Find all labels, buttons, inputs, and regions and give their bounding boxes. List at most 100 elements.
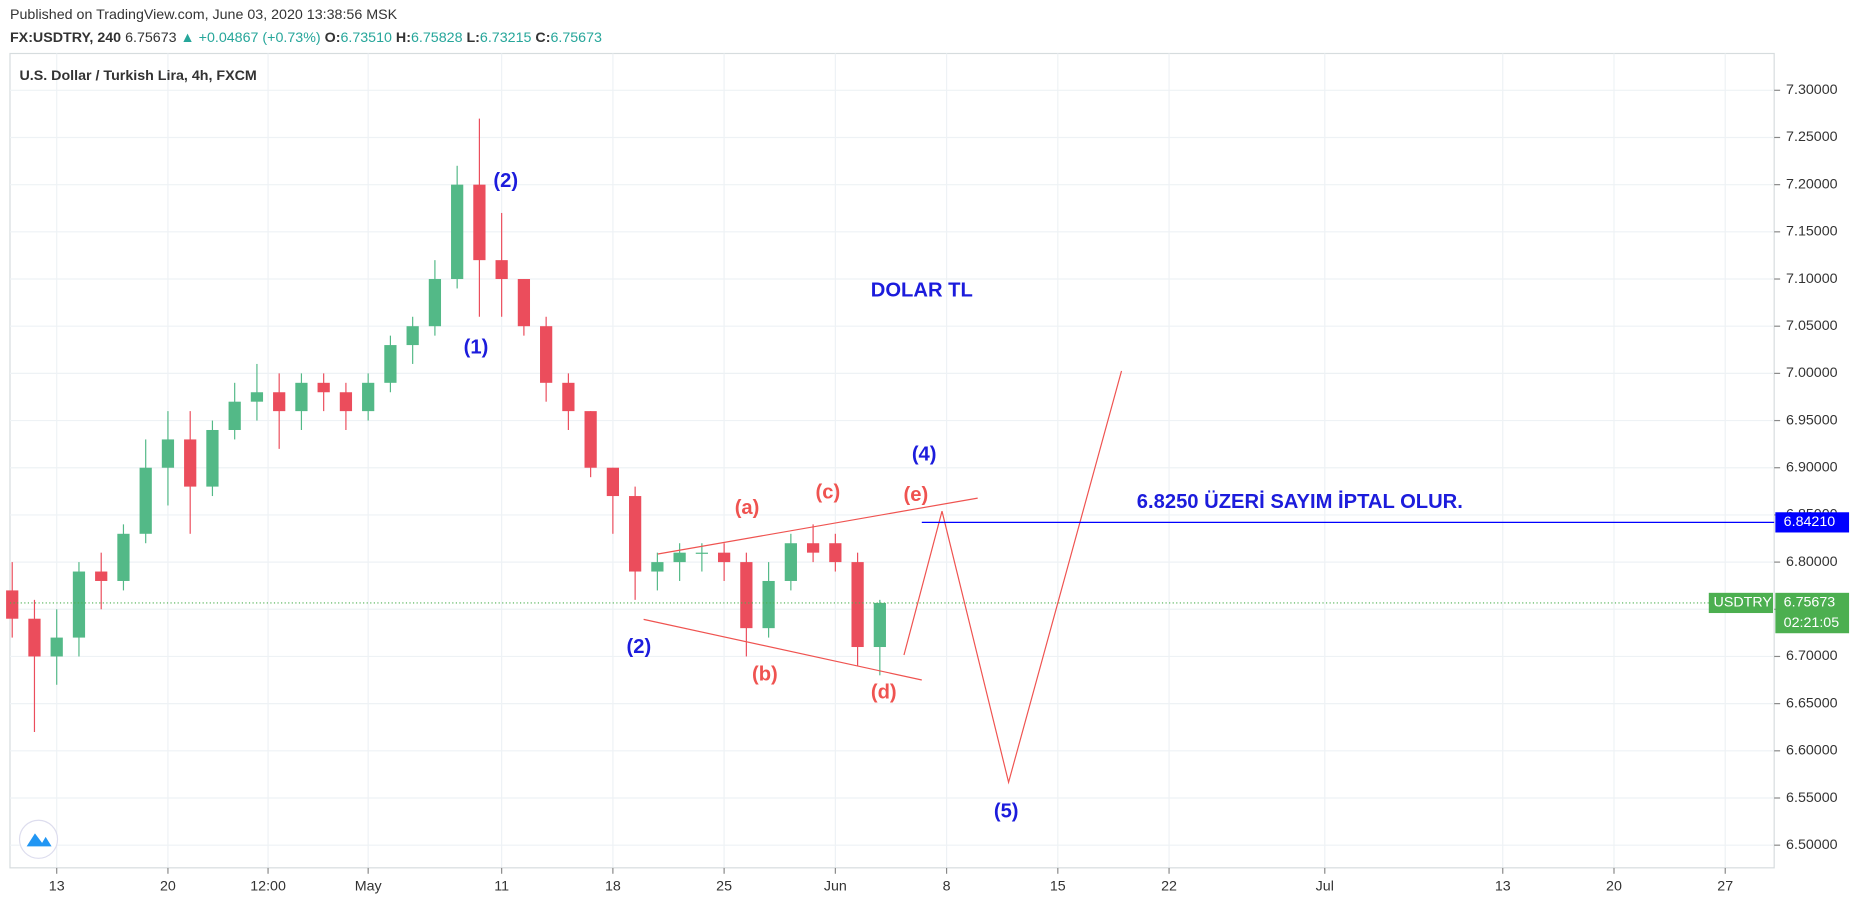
candle-body bbox=[50, 637, 63, 657]
c: 6.75673 bbox=[550, 30, 602, 46]
candle-body bbox=[762, 580, 775, 629]
candle-body bbox=[540, 326, 553, 383]
candle-body bbox=[673, 552, 686, 563]
candle-body bbox=[717, 552, 731, 563]
candle-body bbox=[206, 429, 219, 487]
x-tick-label: 20 bbox=[160, 879, 176, 895]
y-tick-label: 7.10000 bbox=[1786, 271, 1838, 287]
y-tick-label: 6.55000 bbox=[1786, 790, 1838, 806]
candle-body bbox=[562, 382, 575, 412]
h: 6.75828 bbox=[411, 30, 463, 46]
candle-body bbox=[317, 382, 330, 393]
candle-body bbox=[184, 439, 197, 487]
candle-body bbox=[651, 562, 664, 572]
candle-body bbox=[6, 590, 19, 619]
o: 6.73510 bbox=[340, 30, 392, 46]
annotation: (5) bbox=[994, 800, 1019, 822]
annotation: (1) bbox=[464, 337, 489, 359]
symbol-title: U.S. Dollar / Turkish Lira, 4h, FXCM bbox=[20, 68, 257, 84]
annotation: (b) bbox=[752, 664, 778, 686]
y-tick-label: 7.30000 bbox=[1786, 82, 1838, 98]
y-tick-label: 7.05000 bbox=[1786, 318, 1838, 334]
annotation: (d) bbox=[871, 681, 897, 703]
annotation: DOLAR TL bbox=[871, 280, 973, 302]
countdown: 02:21:05 bbox=[1784, 615, 1840, 631]
y-tick-label: 6.65000 bbox=[1786, 695, 1838, 711]
candle-body bbox=[784, 543, 797, 581]
candle-body bbox=[806, 543, 820, 553]
candle-body bbox=[606, 467, 619, 497]
candle-body bbox=[362, 382, 375, 412]
x-tick-label: 15 bbox=[1050, 879, 1066, 895]
symbol: FX:USDTRY, 240 bbox=[10, 30, 121, 46]
projection bbox=[903, 370, 1123, 785]
y-tick-label: 7.20000 bbox=[1786, 176, 1838, 192]
y-tick-label: 7.00000 bbox=[1786, 365, 1838, 381]
x-tick-label: 12:00 bbox=[250, 879, 286, 895]
logo-mark bbox=[26, 833, 52, 847]
candle-body bbox=[295, 382, 308, 412]
drawings bbox=[643, 370, 1123, 785]
x-tick-label: 11 bbox=[494, 879, 509, 895]
x-tick-label: 27 bbox=[1717, 879, 1733, 895]
x-tick-label: 18 bbox=[605, 879, 621, 895]
y-tick-label: 7.15000 bbox=[1786, 224, 1838, 240]
candle-body bbox=[851, 562, 864, 648]
price-box bbox=[1775, 592, 1850, 634]
candle-body bbox=[473, 184, 486, 261]
x-tick-label: 20 bbox=[1606, 879, 1622, 895]
x-tick-label: Jun bbox=[824, 879, 847, 895]
x-tick-label: 13 bbox=[49, 879, 65, 895]
price: 6.75673 bbox=[125, 30, 177, 46]
candle-body bbox=[629, 496, 642, 572]
candle-body bbox=[740, 562, 753, 629]
level-label: 6.84210 bbox=[1784, 514, 1836, 530]
y-tick-label: 6.90000 bbox=[1786, 460, 1838, 476]
x-tick-label: 13 bbox=[1495, 879, 1511, 895]
candle-body bbox=[72, 571, 86, 638]
candle-body bbox=[161, 439, 175, 468]
trend-line bbox=[657, 497, 978, 555]
candle-body bbox=[495, 260, 508, 280]
annotation: (a) bbox=[735, 497, 760, 519]
annotation: 6.8250 ÜZERİ SAYIM İPTAL OLUR. bbox=[1137, 490, 1463, 513]
plot-border bbox=[9, 52, 1775, 869]
trend-line bbox=[643, 618, 922, 681]
symbol-box bbox=[1708, 592, 1773, 614]
candle-body bbox=[695, 552, 708, 554]
y-tick-label: 6.70000 bbox=[1786, 648, 1838, 664]
y-tick-label: 6.60000 bbox=[1786, 743, 1838, 759]
o-label: O: bbox=[325, 30, 341, 46]
annotation: (c) bbox=[816, 482, 841, 504]
symbol-label: USDTRY bbox=[1714, 595, 1773, 611]
published: Published on TradingView.com, June 03, 2… bbox=[10, 7, 398, 23]
candle-body bbox=[95, 571, 108, 581]
l-label: L: bbox=[466, 30, 479, 46]
x-tick-label: 22 bbox=[1161, 879, 1177, 895]
annotation: (4) bbox=[912, 444, 937, 466]
candle-body bbox=[584, 411, 597, 468]
candle-body bbox=[339, 392, 353, 412]
candle-body bbox=[428, 279, 442, 327]
candle-body bbox=[139, 467, 152, 534]
candle-body bbox=[384, 345, 397, 383]
y-tick-label: 6.50000 bbox=[1786, 837, 1838, 853]
candle-body bbox=[228, 401, 241, 430]
y-tick-label: 7.25000 bbox=[1786, 129, 1838, 145]
candle-body bbox=[517, 279, 531, 327]
y-tick-label: 6.95000 bbox=[1786, 412, 1838, 428]
h-label: H: bbox=[396, 30, 411, 46]
candle-body bbox=[829, 543, 842, 563]
x-tick-label: 8 bbox=[943, 879, 951, 895]
price-label: 6.75673 bbox=[1784, 595, 1836, 611]
l: 6.73215 bbox=[480, 30, 532, 46]
level-box bbox=[1775, 512, 1850, 533]
c-label: C: bbox=[535, 30, 550, 46]
y-tick-label: 6.80000 bbox=[1786, 554, 1838, 570]
annotation: (e) bbox=[904, 484, 929, 506]
candle-body bbox=[873, 602, 886, 648]
annotation: (2) bbox=[627, 636, 652, 658]
x-tick-label: 25 bbox=[716, 879, 732, 895]
